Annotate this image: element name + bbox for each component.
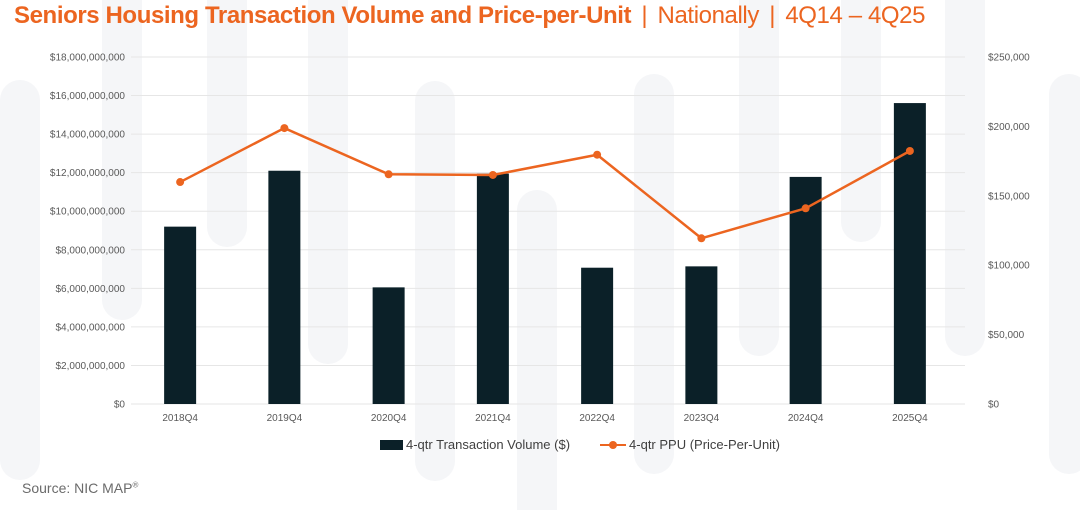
background-shape <box>634 74 674 474</box>
ppu-point <box>905 146 914 155</box>
category-label: 2024Q4 <box>788 413 824 424</box>
volume-bar <box>164 226 197 404</box>
volume-bar <box>372 287 405 404</box>
background-shape <box>517 190 557 510</box>
category-labels: 2018Q4 2019Q4 2020Q4 2021Q4 2022Q4 2023Q4 2024… <box>162 413 928 424</box>
background-shape <box>102 0 142 320</box>
legend-label: 4-qtr PPU (Price-Per-Unit) <box>629 437 780 452</box>
title-separator: | <box>769 2 776 29</box>
category-label: 2018Q4 <box>162 413 198 424</box>
category-label: 2019Q4 <box>267 413 303 424</box>
volume-bar <box>268 170 301 404</box>
volume-bar <box>789 176 822 404</box>
left-axis-tick-label: $18,000,000,000 <box>50 53 126 64</box>
right-axis-tick-label: $200,000 <box>988 122 1030 133</box>
background-shape <box>841 0 881 242</box>
left-axis-tick-label: $6,000,000,000 <box>55 284 125 295</box>
left-axis-tick-label: $0 <box>114 400 126 411</box>
line-marker-swatch-icon <box>600 439 627 451</box>
right-axis-tick-label: $150,000 <box>988 191 1030 202</box>
left-axis-tick-label: $10,000,000,000 <box>50 207 126 218</box>
volume-bar <box>685 266 718 404</box>
ppu-point <box>384 170 393 179</box>
source-text: Source: NIC MAP <box>22 480 133 496</box>
ppu-point <box>697 234 706 243</box>
legend: 4-qtr Transaction Volume ($) 4-qtr PPU (… <box>0 437 1080 452</box>
title-main: Seniors Housing Transaction Volume and P… <box>14 2 632 29</box>
left-axis-tick-label: $4,000,000,000 <box>55 322 125 333</box>
ppu-line <box>176 124 914 243</box>
ppu-point <box>280 124 289 133</box>
title-separator: | <box>641 2 648 29</box>
background-shape <box>207 0 247 247</box>
right-axis-tick-label: $50,000 <box>988 330 1025 341</box>
ppu-point <box>488 170 497 179</box>
left-axis-ticks: $0 $2,000,000,000 $4,000,000,000 $6,000,000… <box>50 53 126 411</box>
right-axis-ticks: $0 $50,000 $100,000 $150,000 $200,000 $250,00… <box>988 53 1030 411</box>
background-shape <box>0 80 40 480</box>
source-note: Source: NIC MAP® <box>22 480 138 496</box>
legend-item-ppu[interactable]: 4-qtr PPU (Price-Per-Unit) <box>600 437 780 452</box>
left-axis-tick-label: $2,000,000,000 <box>55 361 125 372</box>
category-label: 2023Q4 <box>684 413 720 424</box>
background-shape <box>739 0 779 356</box>
title-region: Nationally <box>657 2 760 29</box>
ppu-point <box>176 178 185 187</box>
category-label: 2020Q4 <box>371 413 407 424</box>
right-axis-tick-label: $0 <box>988 400 1000 411</box>
right-axis-tick-label: $100,000 <box>988 261 1030 272</box>
category-label: 2021Q4 <box>475 413 511 424</box>
left-axis-tick-label: $16,000,000,000 <box>50 91 126 102</box>
ppu-line-path <box>179 126 911 240</box>
ppu-point <box>801 204 810 213</box>
background-shape <box>415 81 455 481</box>
bar-swatch-icon <box>380 439 403 450</box>
left-axis-tick-label: $12,000,000,000 <box>50 168 126 179</box>
category-label: 2025Q4 <box>892 413 928 424</box>
left-axis-tick-label: $14,000,000,000 <box>50 130 126 141</box>
registered-mark: ® <box>132 480 139 490</box>
background-shape <box>945 0 985 356</box>
right-axis-tick-label: $250,000 <box>988 53 1030 64</box>
title-period: 4Q14 – 4Q25 <box>785 2 926 29</box>
volume-bar <box>476 173 509 404</box>
volume-bar <box>581 267 614 404</box>
legend-item-volume[interactable]: 4-qtr Transaction Volume ($) <box>380 437 570 452</box>
left-axis-tick-label: $8,000,000,000 <box>55 245 125 256</box>
ppu-point <box>593 150 602 159</box>
legend-label: 4-qtr Transaction Volume ($) <box>406 437 571 452</box>
volume-bars <box>164 103 926 405</box>
background-shape <box>308 0 348 364</box>
background-shape <box>1049 74 1080 474</box>
chart-title: Seniors Housing Transaction Volume and P… <box>14 2 925 30</box>
gridlines <box>131 56 965 405</box>
category-label: 2022Q4 <box>579 413 615 424</box>
